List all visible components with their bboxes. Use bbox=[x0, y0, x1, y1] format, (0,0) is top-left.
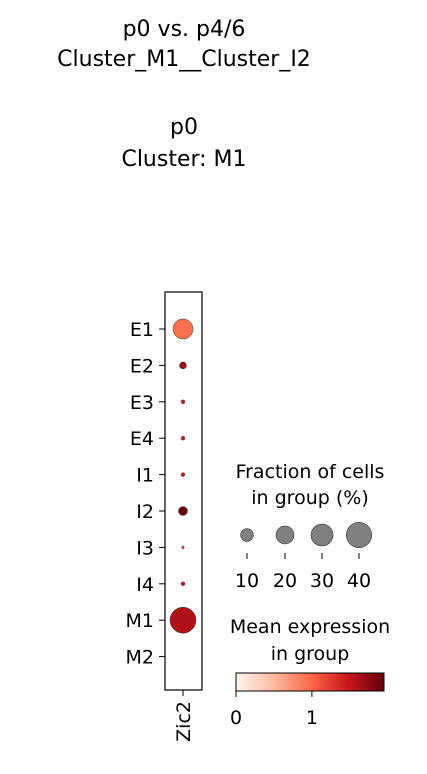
size-legend-label: 30 bbox=[310, 570, 334, 592]
dot-M1 bbox=[169, 606, 197, 634]
dot-I4 bbox=[180, 581, 186, 586]
y-tick-label: E4 bbox=[130, 428, 154, 450]
color-legend-title-line: Mean expression bbox=[230, 616, 390, 638]
color-legend-title-line: in group bbox=[271, 643, 350, 665]
size-legend-title-line: Fraction of cells bbox=[236, 461, 385, 483]
dot-E1 bbox=[172, 318, 194, 340]
title-line: Cluster_M1__Cluster_I2 bbox=[57, 47, 311, 72]
size-legend-dot bbox=[240, 528, 254, 542]
dot-I3 bbox=[181, 545, 185, 549]
chart-title: p0 vs. p4/6 Cluster_M1__Cluster_I2 p0 Cl… bbox=[57, 17, 311, 172]
dot-I1 bbox=[180, 472, 186, 477]
dot-E2 bbox=[179, 361, 187, 370]
size-legend-title-line: in group (%) bbox=[251, 487, 368, 509]
dot-E4 bbox=[180, 436, 186, 441]
y-tick-label: M2 bbox=[126, 647, 154, 669]
y-tick-label: M1 bbox=[126, 610, 154, 632]
size-legend-dot bbox=[346, 522, 372, 548]
dot-E3 bbox=[180, 399, 186, 404]
size-legend-dot bbox=[275, 525, 295, 545]
size-legend: 10 20 30 40 bbox=[235, 522, 372, 592]
y-tick-label: E3 bbox=[130, 392, 154, 414]
y-tick-label: I3 bbox=[136, 537, 154, 559]
y-tick-label: I4 bbox=[136, 574, 154, 596]
size-legend-label: 40 bbox=[347, 570, 371, 592]
size-legend-dot bbox=[310, 523, 334, 547]
y-tick-label: I2 bbox=[136, 501, 154, 523]
x-tick-label: Zic2 bbox=[173, 701, 195, 742]
y-tick-label: I1 bbox=[136, 465, 154, 487]
title-line: p0 bbox=[170, 115, 198, 140]
color-legend-title: Mean expression in group bbox=[230, 616, 390, 665]
plot-marks: E1 E2 E3 E4 I1 I2 I3 I4 M1 M2 Zic2 bbox=[126, 318, 197, 742]
colorbar bbox=[235, 672, 385, 692]
y-tick-label: E1 bbox=[130, 319, 154, 341]
y-tick-label: E2 bbox=[130, 355, 154, 377]
colorbar-tick-label: 1 bbox=[306, 707, 318, 729]
size-legend-label: 10 bbox=[235, 570, 259, 592]
title-line: p0 vs. p4/6 bbox=[123, 17, 246, 42]
colorbar-tick-label: 0 bbox=[230, 707, 242, 729]
size-legend-title: Fraction of cells in group (%) bbox=[236, 461, 385, 509]
size-legend-label: 20 bbox=[273, 570, 297, 592]
dot-I2 bbox=[178, 506, 188, 516]
title-line: Cluster: M1 bbox=[121, 147, 246, 172]
